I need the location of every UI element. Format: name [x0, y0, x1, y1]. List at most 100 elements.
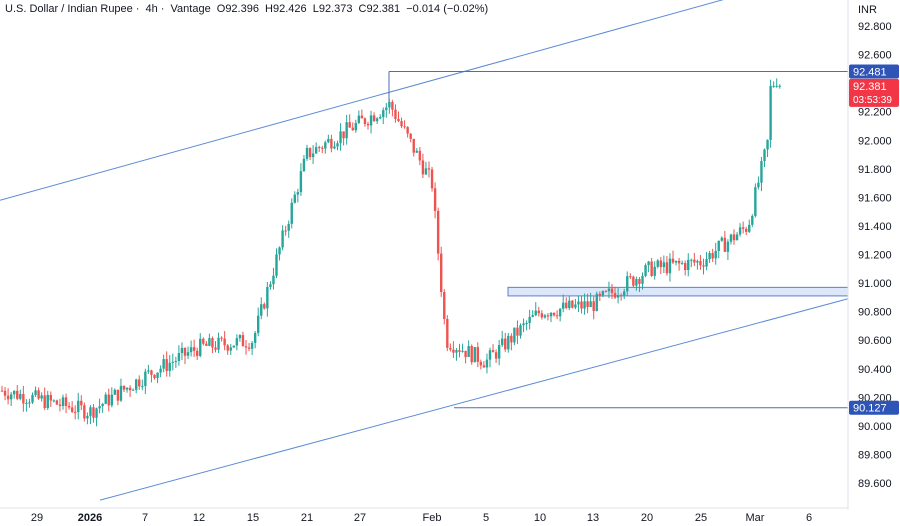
candle-body [751, 215, 754, 225]
candle-body [22, 393, 25, 404]
candle-body [723, 237, 727, 252]
candle-body [616, 295, 620, 298]
candle-body [162, 359, 165, 369]
candle-body [778, 85, 781, 87]
price-axis[interactable]: 92.80092.60092.40092.20092.00091.80091.6… [847, 0, 892, 510]
candle-body [351, 127, 354, 131]
candle-body [67, 405, 71, 408]
candle-body [482, 365, 486, 368]
separator: · [135, 3, 140, 15]
upper-channel-line [0, 0, 724, 201]
candle-body [92, 407, 95, 418]
candle-body [58, 404, 62, 406]
candle-body [135, 379, 138, 390]
candle-body [55, 400, 59, 405]
price-tick-label: 91.800 [858, 164, 892, 176]
candle-body [546, 315, 550, 317]
candle-body [595, 293, 598, 311]
candle-body [208, 338, 211, 346]
symbol-name[interactable]: U.S. Dollar / Indian Rupee [5, 3, 133, 15]
candle-body [366, 123, 370, 126]
candle-body [61, 397, 65, 406]
price-tags: 92.481 92.381 03:53:39 90.127 [849, 64, 899, 415]
price-tick-label: 90.800 [858, 307, 892, 319]
time-tick-label: 15 [247, 512, 259, 524]
price-tag-label: 92.481 [853, 67, 887, 79]
candle-body [568, 300, 571, 309]
candle-body [717, 240, 720, 251]
candle-body [421, 160, 425, 175]
candle-body [217, 337, 220, 350]
candle-body [345, 122, 348, 139]
price-tick-label: 90.600 [858, 335, 892, 347]
candle-body [287, 223, 290, 231]
close-label: C [358, 3, 367, 15]
candle-body [13, 390, 16, 395]
timeframe[interactable]: 4h [145, 3, 158, 15]
candle-body [763, 149, 766, 162]
separator: · [160, 3, 165, 15]
candle-body [476, 347, 479, 362]
candle-body [171, 361, 174, 363]
candle-body [31, 394, 34, 403]
candle-body [205, 343, 208, 346]
candle-body [479, 361, 483, 366]
candle-body [644, 265, 647, 276]
candle-body [363, 118, 367, 124]
close-value: 92.381 [366, 3, 401, 15]
candle-body [385, 107, 388, 111]
candle-body [461, 350, 464, 352]
candle-body [684, 263, 687, 271]
candle-body [238, 335, 242, 339]
candle-body [98, 406, 101, 409]
price-tick-label: 90.000 [858, 421, 892, 433]
candle-body [327, 138, 330, 143]
candle-body [458, 350, 461, 352]
candle-body [504, 338, 507, 350]
candle-body [516, 327, 519, 336]
candle-body [488, 350, 492, 360]
candle-body [107, 394, 110, 406]
candle-body [86, 415, 89, 419]
candle-body [531, 315, 534, 317]
candle-body [577, 301, 580, 305]
candle-body [394, 109, 397, 119]
currency-label: INR [858, 4, 877, 16]
candle-body [415, 150, 418, 153]
candle-body [25, 402, 28, 404]
candle-body [159, 368, 162, 373]
price-tag-countdown: 03:53:39 [853, 95, 892, 106]
candle-body [629, 276, 632, 278]
candle-body [253, 332, 257, 343]
candle-body [382, 110, 385, 118]
candle-body [418, 150, 422, 161]
candle-body [0, 390, 4, 392]
candle-body [494, 352, 498, 359]
candle-body [635, 279, 638, 286]
candle-body [397, 118, 400, 122]
candle-body [610, 288, 614, 294]
candle-body [732, 234, 736, 241]
candle-body [299, 171, 303, 193]
high-value: 92.426 [272, 3, 307, 15]
candle-body [34, 390, 37, 395]
candle-body [244, 346, 248, 348]
candle-body [357, 115, 361, 123]
candle-body [250, 342, 254, 349]
candle-body [424, 168, 428, 175]
candle-body [446, 319, 449, 348]
candle-body [491, 350, 495, 353]
time-tick-label: 6 [806, 512, 812, 524]
candle-body [339, 131, 342, 144]
candle-body [485, 359, 489, 368]
candle-body [28, 402, 31, 404]
candle-body [147, 370, 150, 372]
candle-body [565, 302, 568, 309]
candle-body [223, 338, 226, 346]
candle-body [388, 101, 391, 108]
candle-body [183, 347, 187, 356]
candle-body [220, 337, 223, 339]
candle-body [720, 237, 723, 241]
time-axis[interactable]: 29 2026 7 12 15 21 27 Feb 5 10 13 20 25 Mar 6 [0, 507, 848, 524]
